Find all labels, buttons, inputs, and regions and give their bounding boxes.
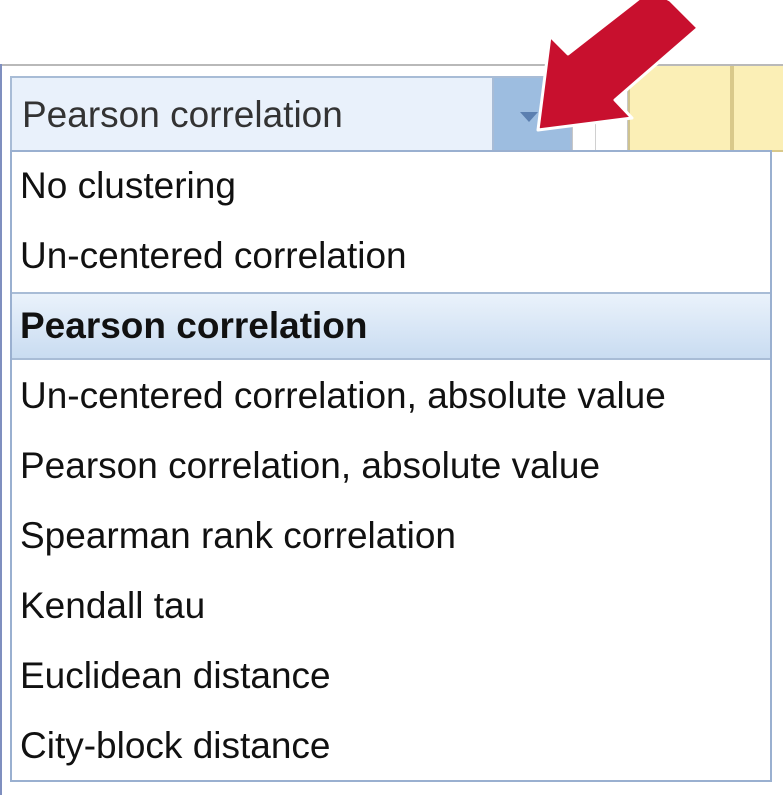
- window-frame-left: [0, 64, 2, 795]
- option-no-clustering[interactable]: No clustering: [20, 165, 236, 206]
- option-spearman-rank-correlation[interactable]: Spearman rank correlation: [20, 515, 456, 556]
- option-uncentered-correlation[interactable]: Un-centered correlation: [20, 235, 407, 276]
- clustering-method-select[interactable]: Pearson correlation: [10, 76, 572, 150]
- option-kendall-tau[interactable]: Kendall tau: [20, 585, 206, 626]
- background-header-cell: [628, 66, 732, 152]
- option-pearson-correlation-absolute[interactable]: Pearson correlation, absolute value: [20, 445, 601, 486]
- dropdown-list: No clustering Un-centered correlation Pe…: [10, 150, 772, 782]
- selected-value: Pearson correlation: [22, 94, 343, 135]
- chevron-down-icon: [520, 112, 538, 122]
- option-pearson-correlation[interactable]: Pearson correlation: [12, 292, 770, 360]
- option-uncentered-correlation-absolute[interactable]: Un-centered correlation, absolute value: [20, 375, 666, 416]
- option-city-block-distance[interactable]: City-block distance: [20, 725, 331, 766]
- window-frame-top: [0, 64, 783, 66]
- background-header-cell: [732, 66, 783, 152]
- option-euclidean-distance[interactable]: Euclidean distance: [20, 655, 331, 696]
- arrow-icon: [536, 0, 700, 132]
